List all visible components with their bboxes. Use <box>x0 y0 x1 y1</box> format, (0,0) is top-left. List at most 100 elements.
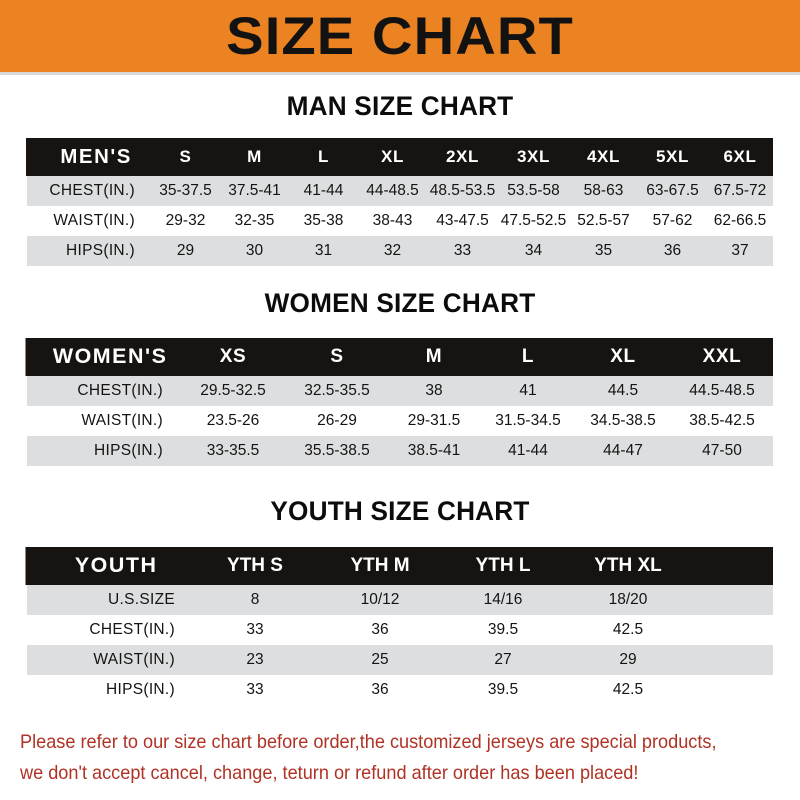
men-waist-s: 29-32 <box>165 212 206 229</box>
men-hips-xl: 32 <box>383 242 402 259</box>
youth-chest-m: 36 <box>371 621 389 638</box>
spacer-women-title-table <box>0 318 800 338</box>
women-waist-xxl: 38.5-42.5 <box>689 412 755 429</box>
youth-hips-s: 33 <box>246 681 264 698</box>
youth-us-size-s: 8 <box>250 591 260 608</box>
table-row: CHEST(IN.) 29.5-32.5 32.5-35.5 38 41 44.… <box>27 376 773 406</box>
table-row: CHEST(IN.) 33 36 39.5 42.5 <box>27 615 773 645</box>
table-row: WAIST(IN.) 23.5-26 26-29 29-31.5 31.5-34… <box>27 406 773 436</box>
men-row-label-chest: CHEST(IN.) <box>49 182 135 199</box>
youth-chest-xl: 42.5 <box>612 621 644 638</box>
men-waist-3xl: 47.5-52.5 <box>500 212 567 229</box>
men-hips-s: 29 <box>176 242 195 259</box>
youth-table-head: YOUTH YTH S YTH M YTH L YTH XL <box>25 547 773 585</box>
women-col-xxl: XXL <box>671 338 773 376</box>
women-chest-xxl: 44.5-48.5 <box>689 382 755 399</box>
youth-cell-spacer <box>691 615 773 645</box>
men-col-6xl: 6XL <box>707 138 773 176</box>
women-col-xl: XL <box>575 338 671 376</box>
men-chest-2xl: 48.5-53.5 <box>429 182 496 199</box>
women-hips-xxl: 47-50 <box>702 442 742 459</box>
table-row: WAIST(IN.) 29-32 32-35 35-38 38-43 43-47… <box>27 206 773 236</box>
spacer-note-top <box>0 705 800 727</box>
men-table-body: CHEST(IN.) 35-37.5 37.5-41 41-44 44-48.5… <box>27 176 773 266</box>
women-col-xs: XS <box>179 338 287 376</box>
youth-waist-m: 25 <box>371 651 389 668</box>
men-hips-4xl: 35 <box>594 242 613 259</box>
men-col-m: M <box>220 138 289 176</box>
men-chest-xl: 44-48.5 <box>366 182 419 199</box>
men-hips-m: 30 <box>245 242 264 259</box>
section-title-women: WOMEN SIZE CHART <box>264 288 536 318</box>
men-header-row: MEN'S S M L XL 2XL 3XL 4XL 5XL 6XL <box>25 138 773 176</box>
section-title-youth: YOUTH SIZE CHART <box>270 496 530 526</box>
women-hips-xl: 44-47 <box>603 442 643 459</box>
table-row: WAIST(IN.) 23 25 27 29 <box>27 645 773 675</box>
order-policy-note-line-2: we don't accept cancel, change, teturn o… <box>20 762 639 784</box>
men-chest-s: 35-37.5 <box>159 182 212 199</box>
men-waist-2xl: 43-47.5 <box>436 212 489 229</box>
men-chest-l: 41-44 <box>303 182 344 199</box>
women-row-label-chest: CHEST(IN.) <box>77 382 163 399</box>
women-col-s: S <box>287 338 387 376</box>
men-hips-2xl: 33 <box>453 242 472 259</box>
women-waist-s: 26-29 <box>317 412 357 429</box>
men-hips-3xl: 34 <box>524 242 543 259</box>
men-hips-5xl: 36 <box>663 242 682 259</box>
women-col-m: M <box>387 338 481 376</box>
women-table-body: CHEST(IN.) 29.5-32.5 32.5-35.5 38 41 44.… <box>27 376 773 466</box>
youth-row-label-hips: HIPS(IN.) <box>105 681 175 698</box>
table-row: CHEST(IN.) 35-37.5 37.5-41 41-44 44-48.5… <box>27 176 773 206</box>
youth-col-yth-m: YTH M <box>319 547 441 585</box>
youth-row-label-chest: CHEST(IN.) <box>89 621 175 638</box>
spacer-youth-title-table <box>0 526 800 547</box>
men-table-head: MEN'S S M L XL 2XL 3XL 4XL 5XL 6XL <box>25 138 773 176</box>
table-row: HIPS(IN.) 29 30 31 32 33 34 35 36 37 <box>27 236 773 266</box>
youth-waist-s: 23 <box>246 651 264 668</box>
women-waist-xs: 23.5-26 <box>206 412 260 429</box>
youth-col-spacer <box>691 547 773 585</box>
men-col-3xl: 3XL <box>498 138 569 176</box>
men-chest-3xl: 53.5-58 <box>507 182 560 199</box>
page-title: SIZE CHART <box>226 6 574 66</box>
table-row: HIPS(IN.) 33-35.5 35.5-38.5 38.5-41 41-4… <box>27 436 773 466</box>
table-row: U.S.SIZE 8 10/12 14/16 18/20 <box>27 585 773 615</box>
men-col-5xl: 5XL <box>638 138 707 176</box>
women-chest-xs: 29.5-32.5 <box>200 382 266 399</box>
women-header-row: WOMEN'S XS S M L XL XXL <box>25 338 773 376</box>
youth-us-size-l: 14/16 <box>483 591 523 608</box>
men-hips-6xl: 37 <box>731 242 749 259</box>
women-chest-m: 38 <box>425 382 443 399</box>
women-size-chart: WOMEN'S XS S M L XL XXL CHEST(IN.) 29.5-… <box>25 338 773 466</box>
youth-cell-spacer <box>691 645 773 675</box>
women-waist-m: 29-31.5 <box>407 412 461 429</box>
women-waist-xl: 34.5-38.5 <box>590 412 656 429</box>
men-col-xl: XL <box>358 138 427 176</box>
men-size-table: MEN'S S M L XL 2XL 3XL 4XL 5XL 6XL CHEST… <box>25 138 773 266</box>
men-chest-m: 37.5-41 <box>228 182 281 199</box>
youth-hips-l: 39.5 <box>487 681 519 698</box>
men-waist-5xl: 57-62 <box>652 212 693 229</box>
women-hips-xs: 33-35.5 <box>206 442 260 459</box>
men-chest-5xl: 63-67.5 <box>646 182 699 199</box>
table-row: HIPS(IN.) 33 36 39.5 42.5 <box>27 675 773 705</box>
youth-waist-xl: 29 <box>619 651 637 668</box>
men-rowhead-title: MEN'S <box>25 138 153 176</box>
youth-header-row: YOUTH YTH S YTH M YTH L YTH XL <box>25 547 773 585</box>
women-row-label-waist: WAIST(IN.) <box>81 412 163 429</box>
men-size-chart: MEN'S S M L XL 2XL 3XL 4XL 5XL 6XL CHEST… <box>25 138 773 266</box>
women-waist-l: 31.5-34.5 <box>495 412 561 429</box>
men-col-l: L <box>289 138 358 176</box>
order-policy-note: Please refer to our size chart before or… <box>20 727 727 789</box>
youth-hips-m: 36 <box>371 681 389 698</box>
men-row-label-hips: HIPS(IN.) <box>65 242 135 259</box>
men-col-s: S <box>151 138 220 176</box>
youth-chest-l: 39.5 <box>487 621 519 638</box>
youth-us-size-m: 10/12 <box>360 591 400 608</box>
youth-row-label-waist: WAIST(IN.) <box>93 651 175 668</box>
youth-cell-spacer <box>691 585 773 615</box>
youth-col-yth-s: YTH S <box>191 547 319 585</box>
youth-col-yth-xl: YTH XL <box>565 547 691 585</box>
women-chest-l: 41 <box>519 382 537 399</box>
